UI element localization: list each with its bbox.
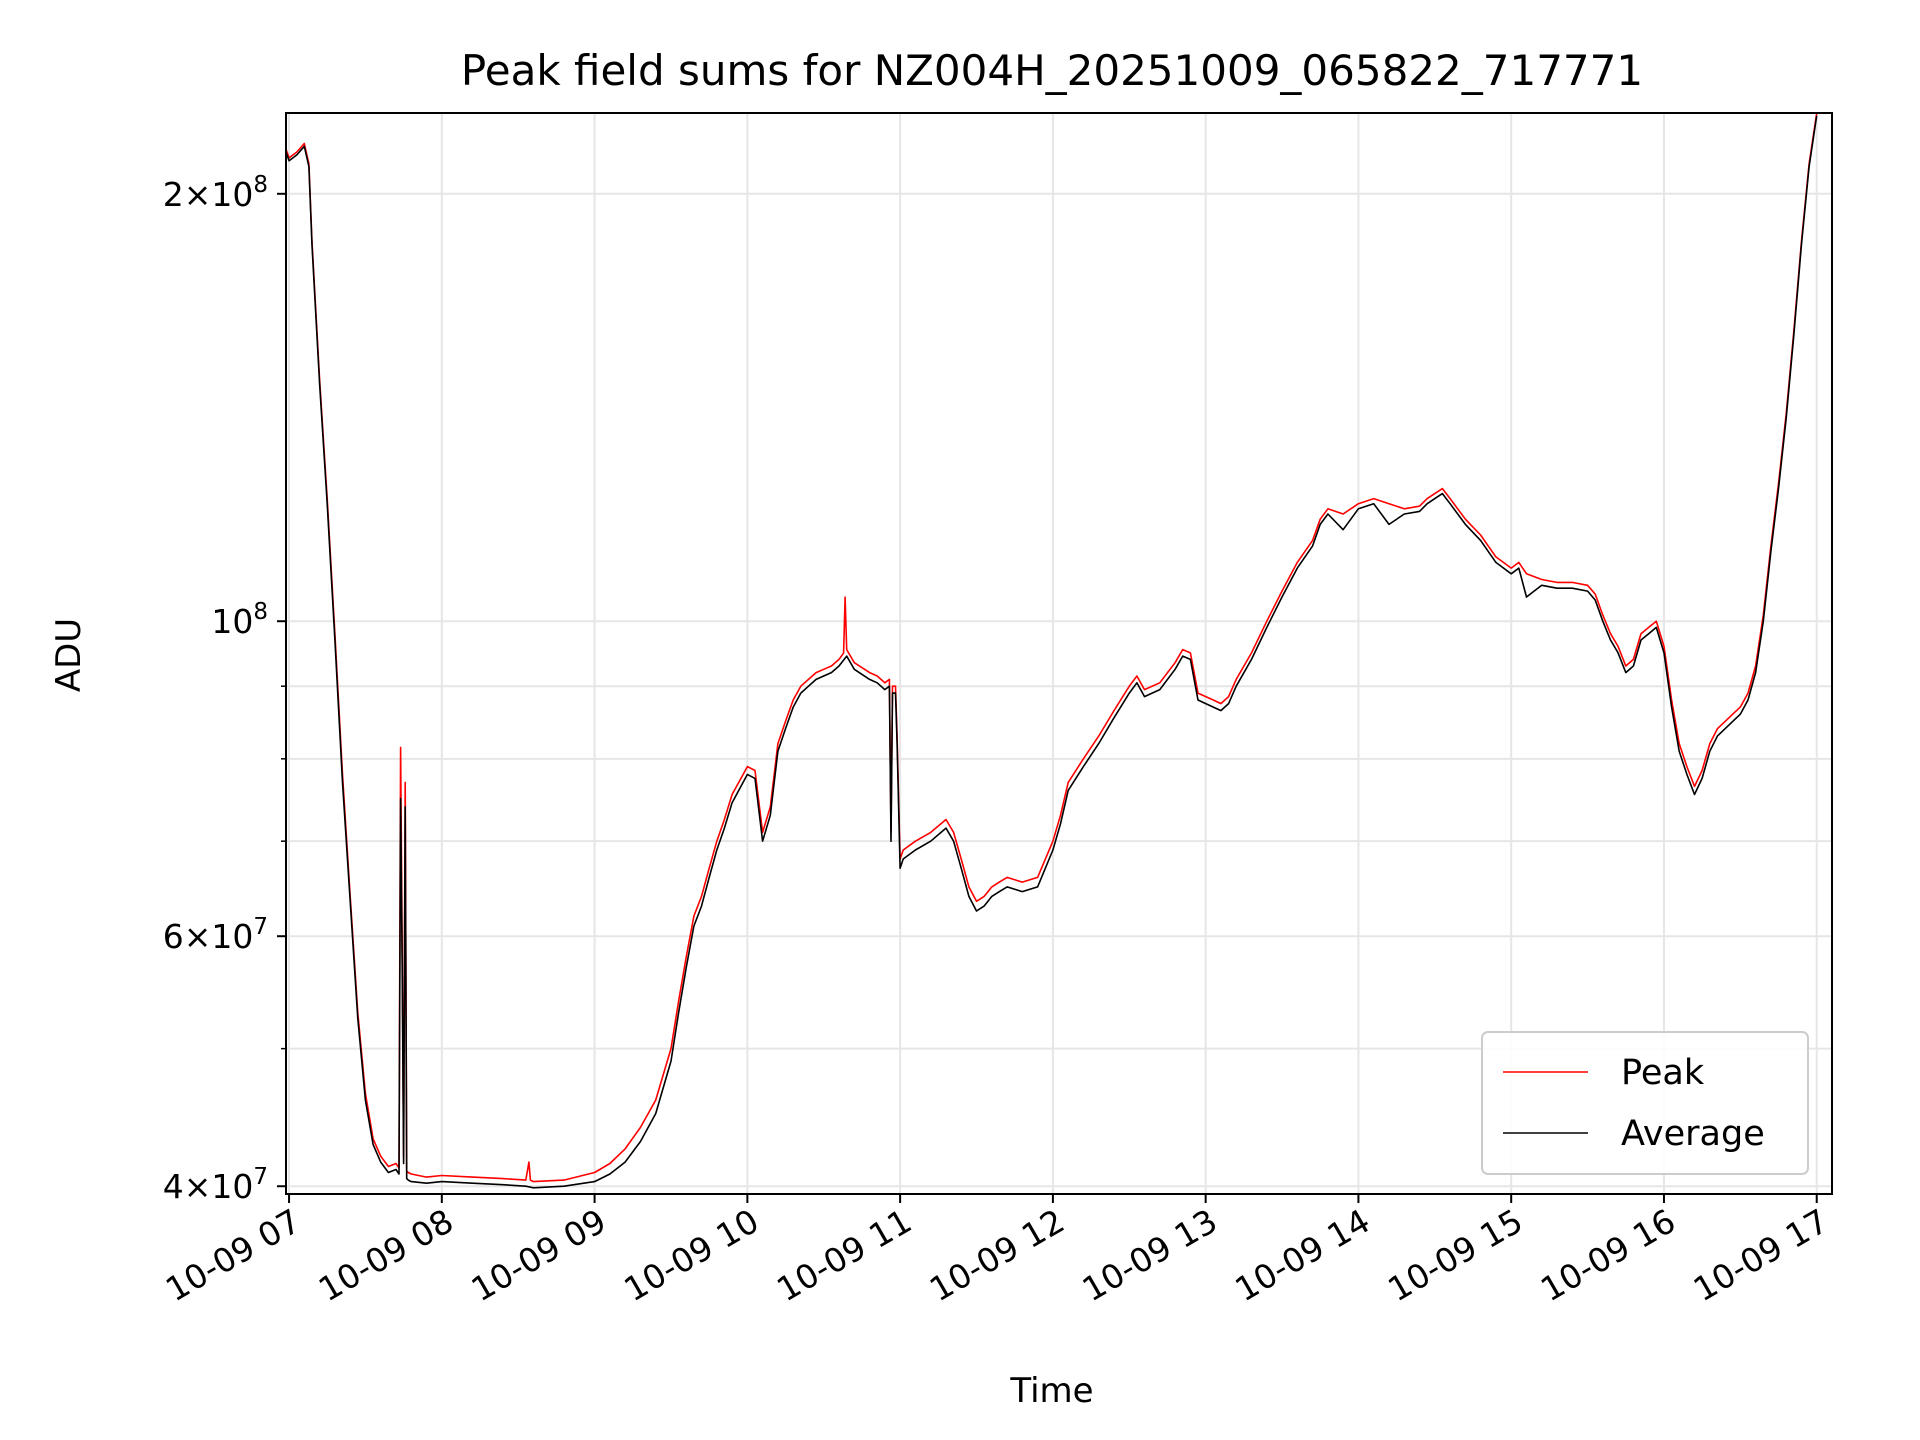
series-layer xyxy=(285,112,1818,1189)
y-tick-label: 2×108 xyxy=(163,172,268,214)
legend-peak-label: Peak xyxy=(1621,1053,1705,1093)
x-axis-label: Time xyxy=(1009,1371,1093,1411)
chart-title: Peak field sums for NZ004H_20251009_0658… xyxy=(461,46,1643,95)
series-line-average xyxy=(285,115,1818,1189)
y-tick-label: 6×107 xyxy=(163,914,268,956)
y-tick-label: 108 xyxy=(211,599,268,641)
y-axis-label: ADU xyxy=(49,618,89,692)
series-line-peak xyxy=(285,112,1818,1183)
y-tick-label: 4×107 xyxy=(163,1164,268,1206)
legend-frame xyxy=(1481,1031,1809,1175)
legend-average-label: Average xyxy=(1621,1114,1765,1154)
legend: Peak Average xyxy=(1481,1031,1809,1175)
plot-frame xyxy=(285,112,1833,1195)
